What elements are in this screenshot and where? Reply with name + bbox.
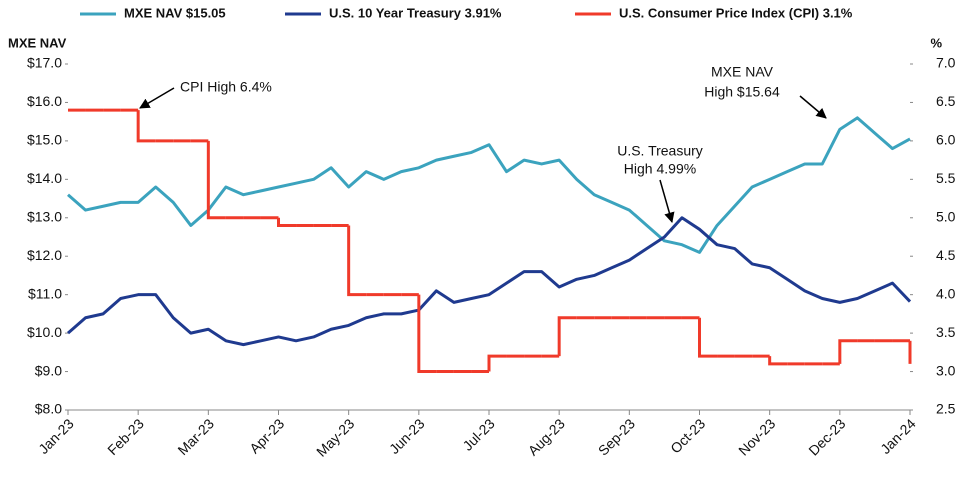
y-tick-label: $15.0 — [27, 132, 62, 148]
y2-tick-label: 4.0 — [936, 285, 956, 301]
x-tick-label: Jul-23 — [459, 415, 497, 453]
cpi-step — [347, 225, 367, 297]
cpi-step — [838, 339, 858, 364]
y-axis-title: MXE NAV — [8, 35, 67, 50]
annotation: CPI High 6.4% — [180, 79, 272, 95]
y-tick-label: $17.0 — [27, 55, 62, 71]
legend-label: MXE NAV $15.05 — [124, 5, 226, 20]
y2-tick-label: 5.5 — [936, 170, 956, 186]
x-tick-label: Jan-24 — [877, 415, 919, 457]
cpi-step — [698, 317, 718, 358]
y-tick-label: $12.0 — [27, 247, 62, 263]
x-tick-label: May-23 — [313, 415, 357, 459]
annotation: High $15.64 — [704, 84, 780, 100]
cpi-step — [487, 354, 507, 372]
cpi-step — [277, 217, 297, 227]
x-tick-label: Dec-23 — [805, 415, 848, 458]
cpi-step — [557, 316, 577, 357]
annotation: MXE NAV — [711, 64, 774, 80]
y-tick-label: $10.0 — [27, 324, 62, 340]
series-line — [67, 116, 911, 254]
y2-tick-label: 5.0 — [936, 208, 956, 224]
y2-tick-label: 4.5 — [936, 247, 956, 263]
y2-tick-label: 3.5 — [936, 324, 956, 340]
cpi-step — [768, 356, 788, 366]
x-tick-label: Sep-23 — [595, 415, 638, 458]
cpi-step — [417, 294, 437, 374]
legend-label: U.S. 10 Year Treasury 3.91% — [329, 5, 502, 20]
y-tick-label: $13.0 — [27, 208, 62, 224]
legend-label: U.S. Consumer Price Index (CPI) 3.1% — [619, 5, 853, 20]
series-line — [67, 216, 912, 347]
y2-tick-label: 2.5 — [936, 401, 956, 417]
cpi-step — [136, 110, 156, 143]
y2-tick-label: 3.0 — [936, 362, 956, 378]
y-tick-label: $16.0 — [27, 93, 62, 109]
y2-tick-label: 6.0 — [936, 132, 956, 148]
x-tick-label: Apr-23 — [246, 415, 287, 456]
x-tick-label: Oct-23 — [667, 415, 708, 456]
x-tick-label: Nov-23 — [735, 415, 778, 458]
y2-tick-label: 7.0 — [936, 55, 956, 71]
y-tick-label: $14.0 — [27, 170, 62, 186]
x-tick-label: Aug-23 — [525, 415, 568, 458]
annotation-arrow — [799, 95, 827, 119]
y2-axis-title: % — [930, 35, 942, 50]
y-tick-label: $9.0 — [35, 362, 62, 378]
y-tick-label: $11.0 — [28, 285, 62, 301]
x-tick-label: Feb-23 — [104, 415, 147, 458]
y2-tick-label: 6.5 — [936, 93, 956, 109]
annotation: High 4.99% — [624, 161, 696, 177]
x-tick-label: Jan-23 — [35, 415, 77, 457]
annotation: U.S. Treasury — [617, 143, 703, 159]
x-tick-label: Jun-23 — [386, 415, 428, 457]
y-tick-label: $8.0 — [35, 401, 62, 417]
x-tick-label: Mar-23 — [174, 415, 217, 458]
annotation-arrow — [659, 179, 675, 224]
cpi-step — [206, 140, 226, 220]
annotation-arrow — [139, 87, 175, 109]
